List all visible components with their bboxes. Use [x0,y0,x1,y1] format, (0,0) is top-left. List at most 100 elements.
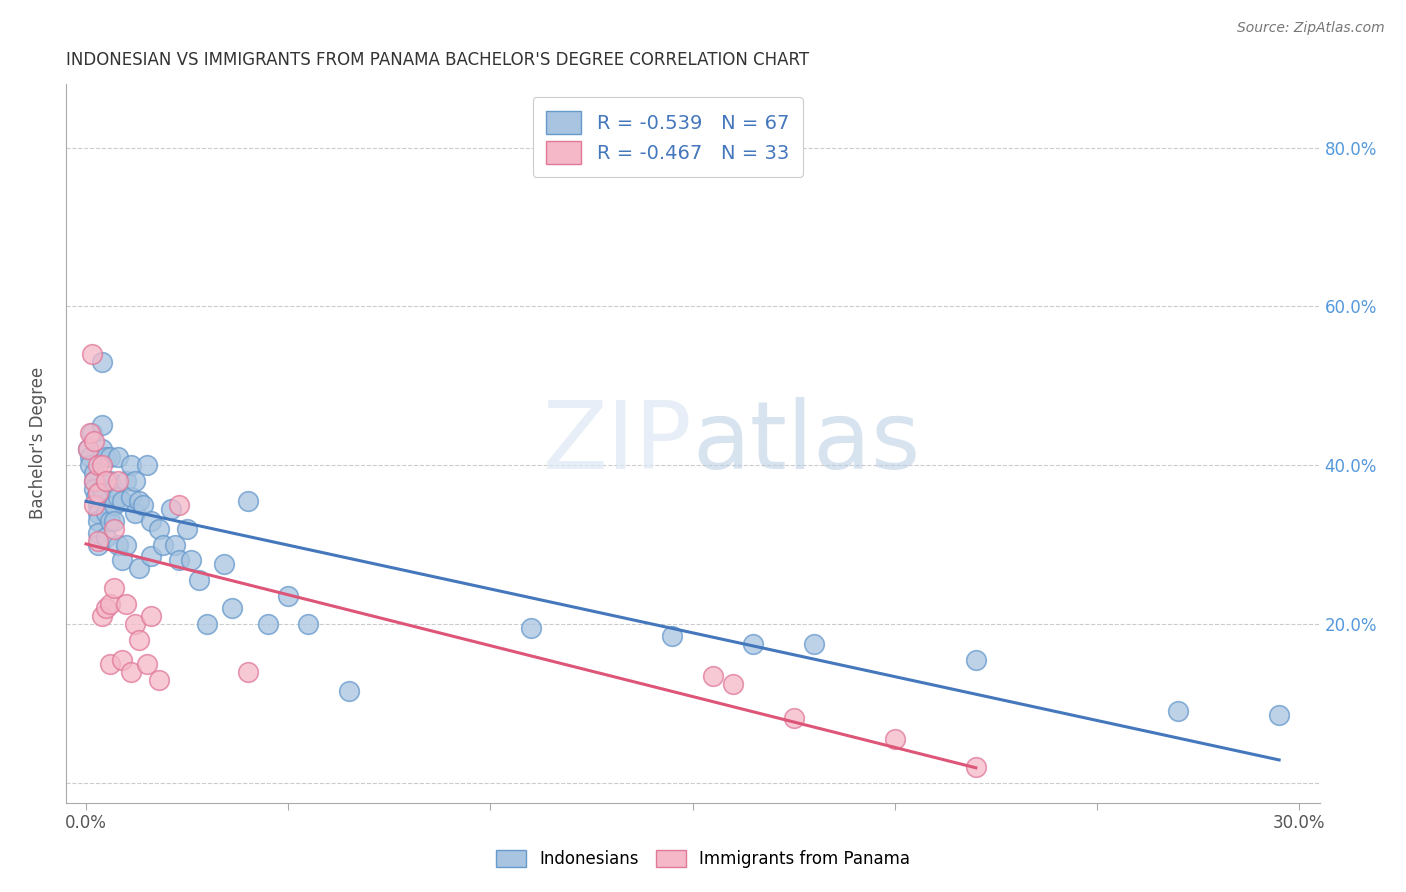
Point [83,474,105,488]
Point [702,668,724,682]
Point [103,522,125,536]
Point [195,617,218,632]
Point [91,442,114,457]
Point [115,474,138,488]
Point [107,474,129,488]
Text: atlas: atlas [693,397,921,490]
Point [87,498,110,512]
Point [128,494,150,508]
Point [91,355,114,369]
Point [96,506,118,520]
Point [135,458,157,473]
Point [124,474,146,488]
Point [98,597,121,611]
Point [520,621,543,635]
Point [277,589,299,603]
Point [83,482,105,496]
Point [783,711,806,725]
Point [180,553,202,567]
Point [107,450,129,465]
Point [128,632,150,647]
Point [87,538,110,552]
Point [84,490,107,504]
Point [87,458,110,473]
Point [163,538,186,552]
Point [176,522,198,536]
Point [148,673,170,687]
Point [1268,708,1291,723]
Point [139,514,162,528]
Text: ZIP: ZIP [543,397,693,490]
Point [91,609,114,624]
Point [257,617,280,632]
Point [83,434,105,449]
Point [120,458,142,473]
Point [98,657,121,671]
Point [96,450,118,465]
Point [120,665,142,679]
Point [98,514,121,528]
Text: INDONESIAN VS IMMIGRANTS FROM PANAMA BACHELOR'S DEGREE CORRELATION CHART: INDONESIAN VS IMMIGRANTS FROM PANAMA BAC… [66,51,808,69]
Point [148,522,170,536]
Point [82,347,104,361]
Point [87,486,110,500]
Point [167,498,190,512]
Point [661,629,683,643]
Point [96,474,118,488]
Point [297,617,319,632]
Point [212,558,235,572]
Point [803,637,825,651]
Point [337,684,360,698]
Point [221,601,243,615]
Point [103,581,125,595]
Point [77,442,100,457]
Point [107,490,129,504]
Point [98,450,121,465]
Point [721,676,744,690]
Point [79,458,101,473]
Point [120,490,142,504]
Point [131,498,153,512]
Point [135,657,157,671]
Legend: Indonesians, Immigrants from Panama: Indonesians, Immigrants from Panama [489,843,917,875]
Point [124,617,146,632]
Point [103,498,125,512]
Point [96,530,118,544]
Point [139,609,162,624]
Point [139,549,162,564]
Point [79,450,101,465]
Point [79,426,101,441]
Point [91,458,114,473]
Point [883,732,905,747]
Point [98,474,121,488]
Point [87,506,110,520]
Point [965,653,987,667]
Point [188,574,211,588]
Text: Source: ZipAtlas.com: Source: ZipAtlas.com [1237,21,1385,35]
Y-axis label: Bachelor's Degree: Bachelor's Degree [30,368,46,519]
Point [83,466,105,480]
Point [128,561,150,575]
Point [124,506,146,520]
Point [111,494,134,508]
Point [1167,704,1189,718]
Point [103,514,125,528]
Point [91,418,114,433]
Point [96,474,118,488]
Point [83,498,105,512]
Point [965,760,987,774]
Point [167,553,190,567]
Point [115,597,138,611]
Point [742,637,765,651]
Point [96,601,118,615]
Point [87,525,110,540]
Point [103,482,125,496]
Point [91,482,114,496]
Point [82,426,104,441]
Point [115,538,138,552]
Point [107,538,129,552]
Point [236,494,259,508]
Legend: R = -0.539   N = 67, R = -0.467   N = 33: R = -0.539 N = 67, R = -0.467 N = 33 [533,97,803,178]
Point [111,553,134,567]
Point [87,514,110,528]
